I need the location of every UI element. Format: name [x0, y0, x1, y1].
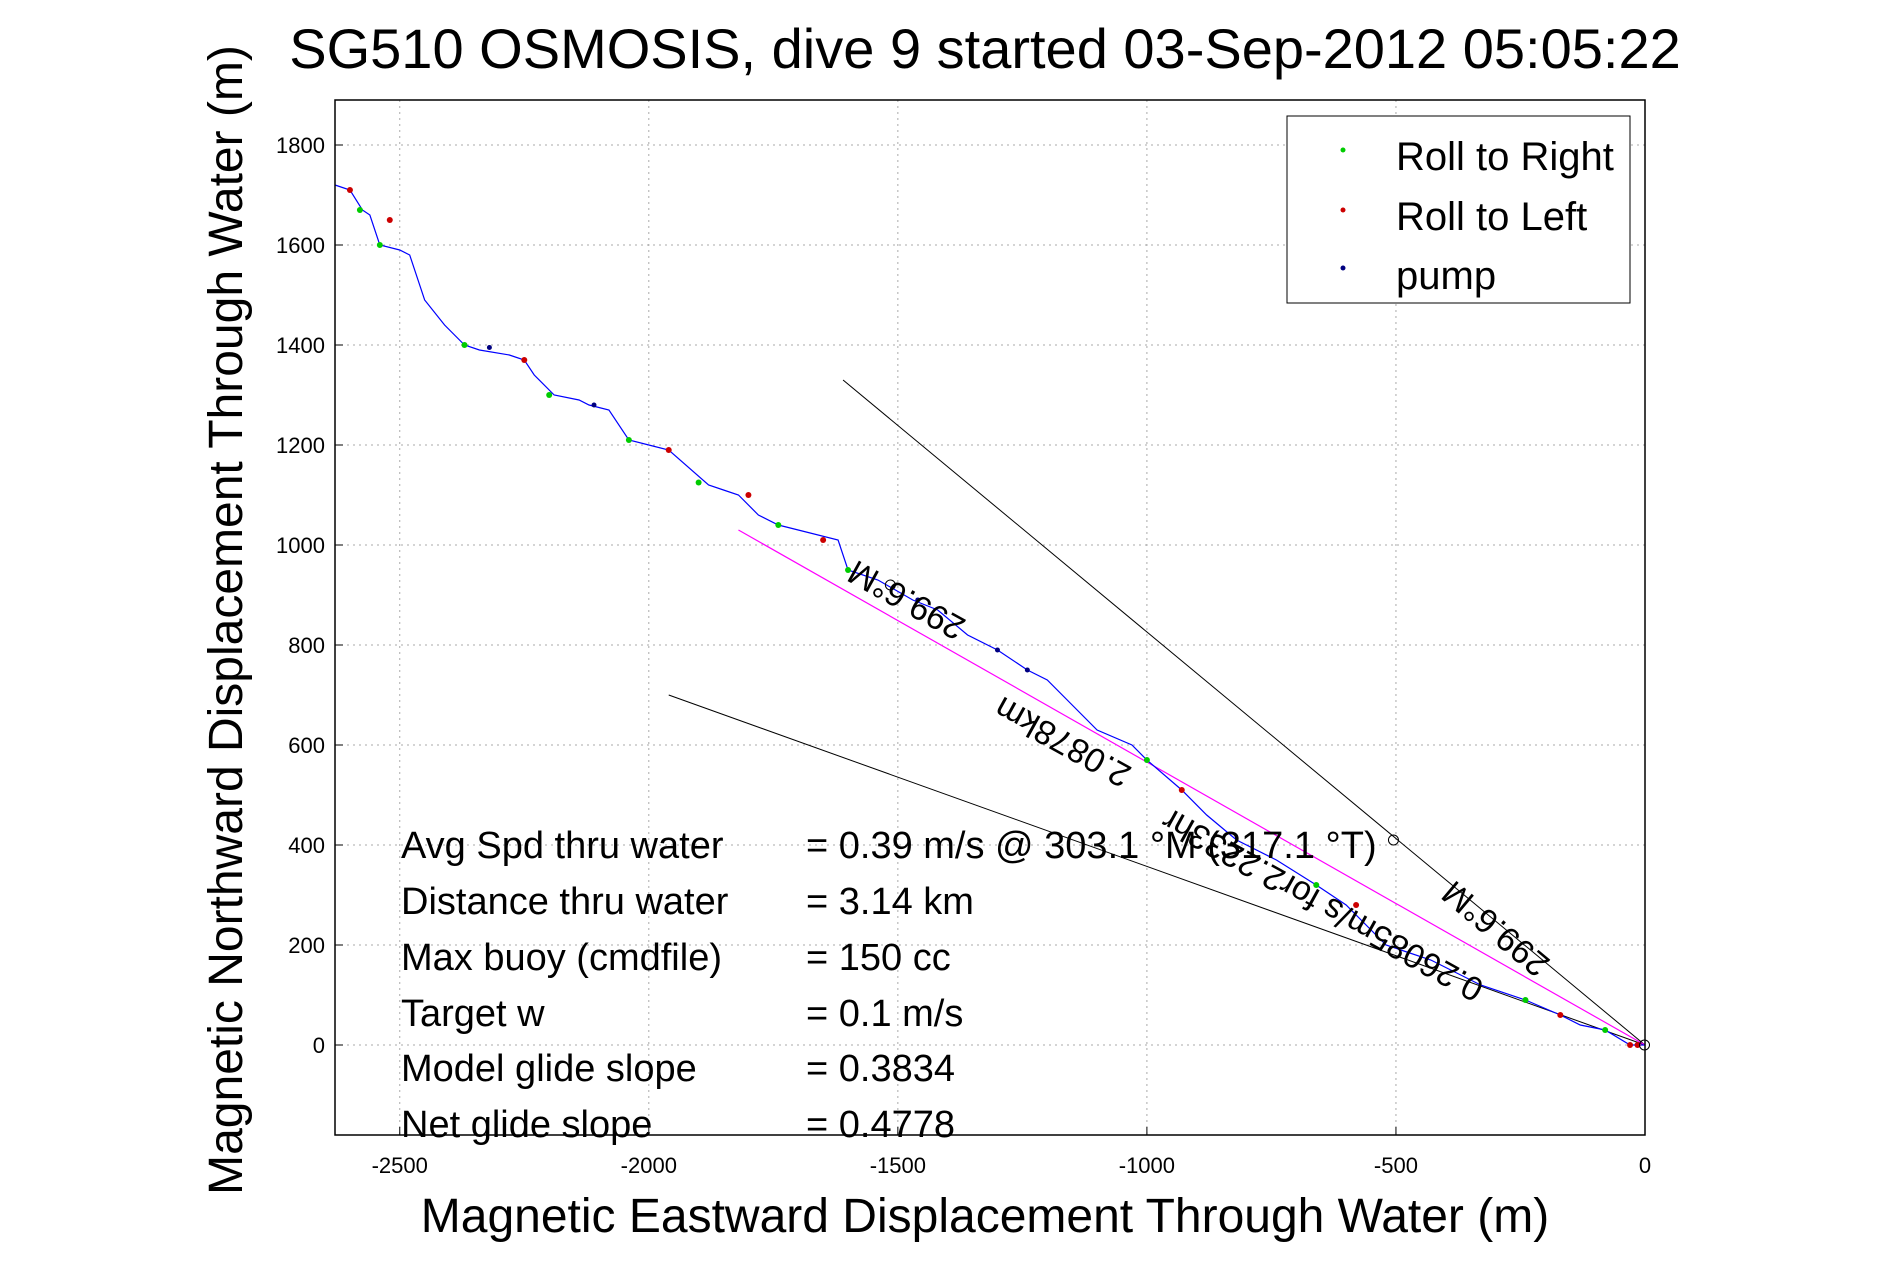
y-tick-label: 1200	[276, 433, 325, 458]
x-tick-label: -1500	[870, 1153, 926, 1178]
stat-label-net-glide: Net glide slope	[401, 1104, 652, 1146]
roll-points	[346, 187, 1641, 1048]
chart-title: SG510 OSMOSIS, dive 9 started 03-Sep-201…	[289, 17, 1681, 80]
legend-marker-roll-left	[1340, 207, 1346, 213]
legend: Roll to Right Roll to Left pump	[1286, 115, 1631, 304]
stat-value-net-glide: = 0.4778	[806, 1104, 955, 1146]
stat-label-avg-speed: Avg Spd thru water	[401, 825, 724, 867]
stat-label-model-glide: Model glide slope	[401, 1048, 697, 1090]
x-tick-label: 0	[1639, 1153, 1651, 1178]
pump-point	[486, 345, 492, 350]
y-tick-label: 1400	[276, 333, 325, 358]
guide-line	[842, 379, 1646, 1046]
pump-point	[1024, 667, 1030, 673]
x-tick-label: -2000	[621, 1153, 677, 1178]
x-tick-label: -1000	[1119, 1153, 1175, 1178]
roll-left-point	[386, 217, 393, 223]
roll-right-point	[376, 242, 383, 248]
stat-value-model-glide: = 0.3834	[806, 1048, 955, 1090]
roll-right-point	[461, 342, 468, 348]
mean-line	[738, 529, 1646, 1046]
y-tick-label: 800	[288, 633, 325, 658]
plot-frame	[334, 99, 1646, 1136]
roll-left-point	[820, 537, 827, 543]
roll-right-point	[625, 437, 632, 443]
roll-right-point	[546, 392, 553, 398]
roll-right-point	[695, 479, 702, 486]
stat-label-distance: Distance thru water	[401, 881, 729, 923]
roll-right-point	[1522, 997, 1529, 1003]
y-tick-labels: 0 200 400 600 800 1000 1200 1400 1600 1800	[276, 133, 343, 1058]
legend-label-pump: pump	[1396, 254, 1496, 298]
stats-block: Avg Spd thru water = 0.39 m/s @ 303.1 °M…	[401, 825, 1377, 1146]
roll-left-point	[1634, 1042, 1641, 1048]
roll-left-point	[745, 492, 752, 498]
legend-label-roll-left: Roll to Left	[1396, 195, 1587, 239]
y-tick-label: 200	[288, 933, 325, 958]
roll-right-point	[845, 567, 852, 573]
legend-marker-pump	[1340, 265, 1346, 271]
x-tick-labels: -2500 -2000 -1500 -1000 -500 0	[372, 1127, 1651, 1178]
heading-marker	[1387, 834, 1399, 846]
roll-right-point	[775, 522, 782, 528]
roll-right-point	[356, 207, 363, 213]
x-tick-label: -500	[1374, 1153, 1418, 1178]
y-axis-label: Magnetic Northward Displacement Through …	[200, 45, 253, 1195]
stat-value-avg-speed: = 0.39 m/s @ 303.1 °M (317.1 °T)	[806, 825, 1377, 867]
roll-left-point	[1178, 787, 1185, 793]
y-tick-label: 1600	[276, 233, 325, 258]
legend-marker-roll-right	[1340, 147, 1346, 153]
y-tick-label: 600	[288, 733, 325, 758]
mean-heading-line	[738, 529, 1646, 1046]
legend-label-roll-right: Roll to Right	[1396, 135, 1614, 179]
roll-left-point	[1627, 1042, 1634, 1048]
roll-right-point	[1602, 1027, 1609, 1033]
stat-value-distance: = 3.14 km	[806, 881, 974, 923]
x-axis-label: Magnetic Eastward Displacement Through W…	[421, 1190, 1549, 1243]
roll-left-point	[521, 357, 528, 363]
grid-lines	[335, 100, 1646, 1135]
guide-lines	[668, 379, 1646, 1046]
x-tick-label: -2500	[372, 1153, 428, 1178]
annotation-distance: 2.0878km	[988, 689, 1137, 795]
pump-point	[994, 647, 1000, 653]
y-tick-label: 400	[288, 833, 325, 858]
roll-left-point	[346, 187, 353, 193]
roll-right-point	[1143, 757, 1150, 763]
roll-right-point	[1313, 882, 1320, 888]
y-tick-label: 1000	[276, 533, 325, 558]
y-tick-label: 1800	[276, 133, 325, 158]
guide-line	[668, 694, 1646, 1046]
stat-value-max-buoy: = 150 cc	[806, 937, 951, 979]
pump-point	[591, 402, 597, 408]
stat-label-target-w: Target w	[401, 993, 545, 1035]
stat-label-max-buoy: Max buoy (cmdfile)	[401, 937, 722, 979]
pump-point	[915, 597, 921, 603]
y-tick-label: 0	[313, 1033, 325, 1058]
roll-left-point	[665, 447, 672, 453]
stat-value-target-w: = 0.1 m/s	[806, 993, 963, 1035]
heading-marker	[884, 579, 896, 591]
roll-left-point	[1353, 902, 1360, 908]
roll-left-point	[1557, 1012, 1564, 1018]
